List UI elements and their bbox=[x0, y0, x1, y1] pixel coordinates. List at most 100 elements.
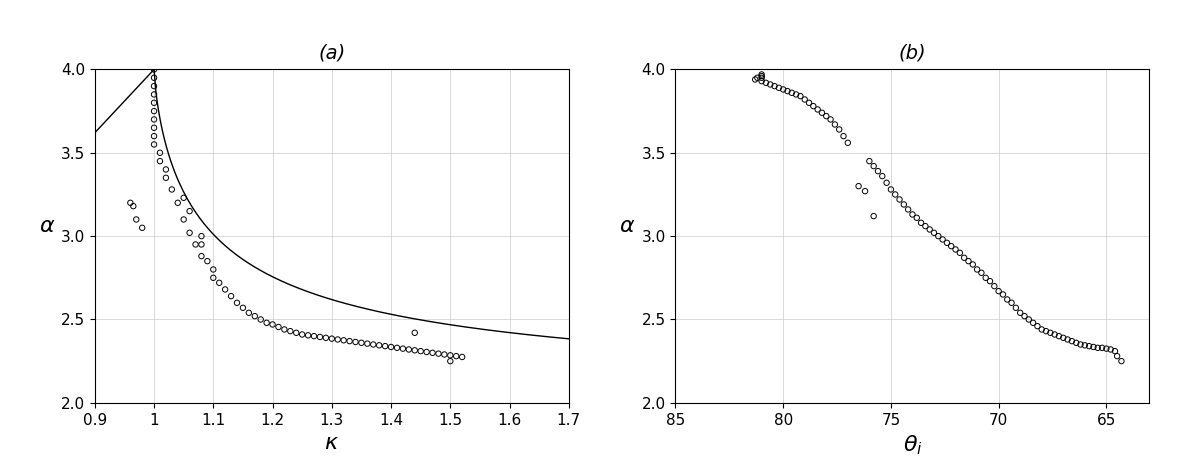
Point bbox=[942, 243, 961, 250]
Point bbox=[937, 239, 956, 246]
Point bbox=[145, 107, 164, 115]
Point bbox=[929, 232, 948, 240]
Point bbox=[921, 226, 940, 233]
Point bbox=[145, 82, 164, 90]
Point bbox=[1019, 316, 1038, 323]
Point bbox=[860, 157, 879, 165]
Point bbox=[1011, 309, 1030, 317]
Point bbox=[761, 81, 780, 88]
Point bbox=[269, 323, 288, 331]
Point bbox=[1053, 334, 1072, 342]
Point bbox=[830, 126, 848, 133]
Point bbox=[382, 343, 401, 350]
Point bbox=[393, 345, 412, 352]
Point bbox=[790, 93, 809, 100]
Point bbox=[959, 257, 978, 265]
Point bbox=[334, 337, 353, 344]
Point bbox=[281, 327, 300, 335]
Point bbox=[1024, 319, 1043, 326]
Point bbox=[895, 201, 914, 208]
Point bbox=[1032, 326, 1051, 333]
Point bbox=[453, 353, 472, 361]
Point bbox=[233, 304, 252, 312]
Point bbox=[299, 332, 318, 339]
Point bbox=[245, 313, 264, 320]
Point bbox=[1101, 346, 1120, 353]
Point bbox=[411, 347, 430, 355]
Point bbox=[766, 82, 784, 90]
Point bbox=[180, 229, 199, 237]
Point bbox=[864, 213, 883, 220]
Point bbox=[821, 116, 840, 123]
Point bbox=[980, 277, 999, 285]
Y-axis label: $\alpha$: $\alpha$ bbox=[39, 216, 56, 236]
Point bbox=[168, 199, 187, 206]
Point bbox=[198, 257, 217, 265]
Point bbox=[310, 333, 329, 341]
Point bbox=[287, 329, 306, 337]
Point bbox=[795, 96, 814, 103]
Point bbox=[1088, 344, 1107, 351]
Point bbox=[850, 182, 869, 190]
Point bbox=[364, 341, 383, 348]
Point bbox=[924, 229, 943, 237]
Point bbox=[305, 332, 324, 340]
Point bbox=[417, 348, 436, 356]
Point bbox=[826, 121, 845, 128]
Point bbox=[180, 207, 199, 215]
Point bbox=[174, 194, 193, 201]
Point bbox=[1075, 342, 1094, 349]
Point bbox=[222, 293, 241, 300]
Point bbox=[752, 77, 771, 85]
Point bbox=[370, 342, 389, 349]
Point bbox=[376, 343, 395, 350]
Point bbox=[358, 340, 377, 347]
Point bbox=[1108, 352, 1127, 360]
Point bbox=[156, 174, 175, 181]
Point bbox=[813, 109, 832, 117]
Point bbox=[968, 266, 987, 273]
Point bbox=[752, 74, 771, 81]
Point bbox=[204, 266, 223, 273]
Point bbox=[127, 216, 146, 223]
Point bbox=[946, 246, 965, 253]
Y-axis label: $\alpha$: $\alpha$ bbox=[620, 216, 636, 236]
Point bbox=[864, 163, 883, 170]
Point bbox=[352, 339, 371, 346]
Point bbox=[239, 309, 258, 317]
Point bbox=[145, 141, 164, 148]
Point bbox=[1003, 299, 1021, 307]
Point bbox=[903, 211, 922, 218]
Point bbox=[803, 102, 822, 110]
Point bbox=[228, 299, 246, 307]
Point bbox=[950, 249, 969, 257]
Point bbox=[985, 282, 1004, 290]
Point bbox=[885, 191, 904, 198]
Title: (b): (b) bbox=[898, 44, 927, 63]
Point bbox=[145, 66, 164, 73]
Point bbox=[121, 199, 140, 206]
Point bbox=[216, 286, 235, 293]
Point bbox=[399, 346, 418, 353]
Point bbox=[340, 338, 359, 345]
Point bbox=[251, 316, 270, 323]
Point bbox=[174, 216, 193, 223]
Point bbox=[816, 113, 835, 120]
Title: (a): (a) bbox=[319, 44, 345, 63]
Point bbox=[257, 319, 276, 326]
Point bbox=[435, 351, 454, 358]
Point bbox=[1112, 357, 1130, 365]
Point bbox=[145, 99, 164, 106]
Point bbox=[908, 214, 927, 221]
Point bbox=[774, 86, 793, 93]
Point bbox=[748, 74, 767, 81]
Point bbox=[834, 132, 853, 140]
Point bbox=[838, 139, 857, 146]
Point bbox=[963, 261, 982, 268]
Point bbox=[1027, 322, 1046, 330]
Point bbox=[1097, 345, 1116, 352]
Point bbox=[976, 274, 995, 282]
Point bbox=[186, 241, 205, 248]
Point bbox=[328, 336, 347, 343]
Point bbox=[1045, 331, 1064, 338]
